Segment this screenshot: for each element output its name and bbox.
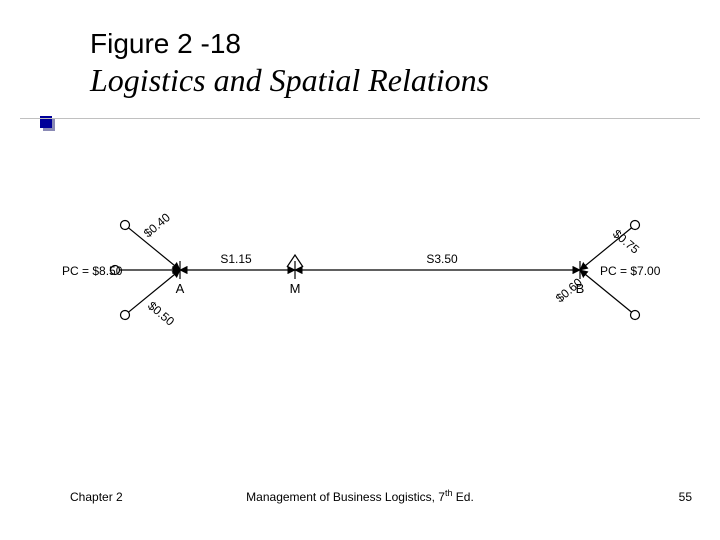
- svg-text:$0.50: $0.50: [145, 299, 177, 329]
- footer-mid-pre: Management of Business Logistics, 7: [246, 490, 445, 504]
- svg-text:S1.15: S1.15: [220, 252, 252, 266]
- svg-text:M: M: [290, 281, 301, 296]
- footer-page-number: 55: [679, 490, 692, 504]
- footer-book-title: Management of Business Logistics, 7th Ed…: [0, 488, 720, 504]
- svg-text:$0.40: $0.40: [141, 210, 173, 240]
- slide: Figure 2 -18 Logistics and Spatial Relat…: [0, 0, 720, 540]
- figure-title: Logistics and Spatial Relations: [90, 62, 489, 99]
- svg-text:A: A: [176, 281, 185, 296]
- spatial-relations-diagram: AMBPC = $8.50PC = $7.00S1.15S3.50$0.40$0…: [60, 195, 660, 345]
- figure-number: Figure 2 -18: [90, 28, 241, 60]
- title-underline: [20, 118, 700, 119]
- svg-text:PC = $7.00: PC = $7.00: [600, 264, 660, 278]
- svg-text:PC = $8.50: PC = $8.50: [62, 264, 123, 278]
- svg-text:S3.50: S3.50: [426, 252, 458, 266]
- footer-mid-post: Ed.: [452, 490, 473, 504]
